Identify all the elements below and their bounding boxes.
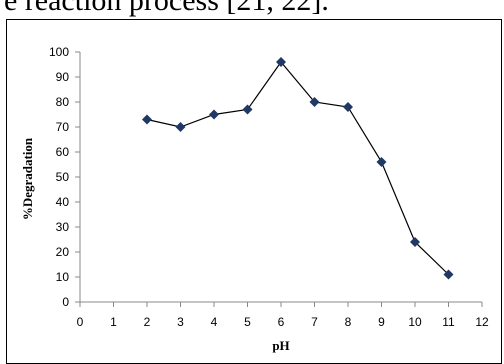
x-tick-label: 3	[177, 315, 184, 329]
y-tick-label: 70	[56, 120, 70, 134]
y-axis-label: %Degradation	[20, 137, 35, 220]
data-point-marker	[209, 109, 219, 120]
x-tick-label: 0	[77, 315, 84, 329]
y-tick-label: 40	[56, 195, 70, 209]
series-group	[142, 57, 454, 280]
data-point-marker	[410, 237, 420, 247]
data-point-marker	[175, 122, 186, 132]
data-point-marker	[142, 114, 152, 125]
y-tick-label: 80	[56, 95, 70, 109]
chart-frame	[6, 19, 502, 364]
x-axis-label: pH	[272, 338, 289, 353]
y-tick-label: 100	[49, 45, 69, 59]
preceding-text-line: e reaction process [21, 22].	[4, 0, 329, 17]
x-tick-label: 6	[278, 315, 285, 329]
y-tick-label: 0	[62, 295, 69, 309]
data-point-marker	[309, 97, 320, 107]
y-tick-label: 10	[56, 270, 70, 284]
x-ticks: 0 1 2 3 4 5 6 7 8 9 10 11 12	[77, 302, 489, 329]
x-tick-label: 9	[378, 315, 385, 329]
y-tick-label: 90	[56, 70, 70, 84]
data-point-marker	[242, 104, 253, 115]
data-point-marker	[443, 269, 454, 280]
data-point-marker	[376, 157, 387, 167]
x-tick-label: 12	[475, 315, 489, 329]
data-point-marker	[343, 102, 353, 112]
x-tick-label: 11	[442, 315, 455, 329]
y-ticks: 0 10 20 30 40 50 60 70 80 90 100	[49, 45, 80, 309]
x-tick-label: 7	[311, 315, 318, 329]
x-tick-label: 2	[144, 315, 151, 329]
x-tick-label: 4	[211, 315, 218, 329]
y-tick-label: 50	[56, 170, 70, 184]
y-tick-label: 20	[56, 245, 70, 259]
x-tick-label: 5	[244, 315, 251, 329]
series-line	[146, 61, 449, 275]
chart-axes	[79, 52, 482, 303]
data-point-marker	[276, 57, 286, 67]
x-tick-label: 8	[345, 315, 352, 329]
y-tick-label: 60	[56, 145, 70, 159]
y-tick-label: 30	[56, 220, 70, 234]
x-tick-label: 1	[110, 315, 117, 329]
x-tick-label: 10	[408, 315, 422, 329]
